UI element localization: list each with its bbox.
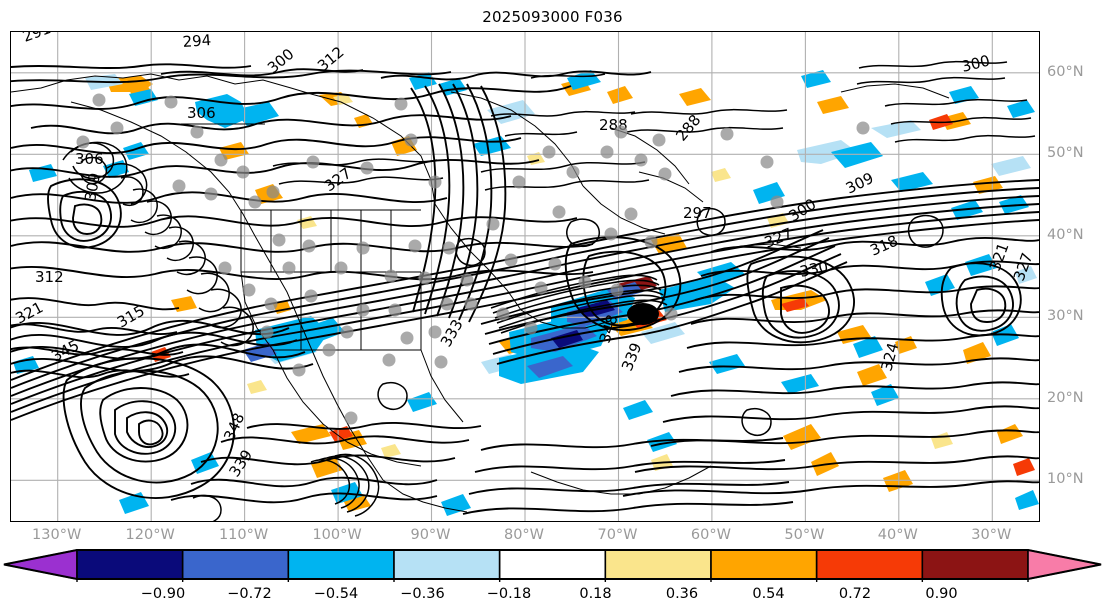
colorbar-tick-label: 0.18 (579, 586, 612, 602)
colorbar-tick-label: −0.36 (400, 586, 445, 602)
page-title: 2025093000 F036 (482, 8, 623, 26)
colorbar-tick-label: 0.54 (752, 586, 785, 602)
colorbar-tick-label: 0.72 (838, 586, 872, 602)
lat-tick-label: 50°N (1047, 145, 1084, 162)
colorbar-swatch (815, 549, 924, 580)
svg-text:309: 309 (843, 169, 877, 198)
lon-tick-label: 110°W (218, 527, 269, 543)
lon-tick-label: 40°W (877, 527, 918, 543)
svg-text:327: 327 (321, 164, 355, 195)
lon-tick-label: 60°W (690, 527, 731, 543)
svg-text:306: 306 (187, 104, 216, 122)
colorbar-tick-label: 0.36 (665, 586, 699, 602)
svg-text:321: 321 (986, 240, 1013, 273)
colorbar[interactable] (0, 548, 1105, 583)
colorbar-swatch (181, 549, 290, 580)
lat-tick-label: 60°N (1047, 63, 1084, 80)
lon-tick-label: 90°W (410, 527, 451, 543)
colorbar-tick-label: −0.54 (313, 586, 359, 602)
lon-tick-label: 130°W (32, 527, 82, 543)
anomaly-shading-layer (13, 70, 1039, 516)
lat-tick-label: 40°N (1047, 226, 1084, 243)
colorbar-tick-label: 0.90 (925, 586, 958, 602)
lon-tick-label: 100°W (312, 527, 362, 543)
colorbar-swatch (76, 549, 184, 580)
map-plot-area[interactable]: .ct { fill:none; stroke:#000; stroke-wid… (10, 31, 1040, 522)
map-svg: .ct { fill:none; stroke:#000; stroke-wid… (11, 32, 1039, 521)
lon-tick-label: 120°W (125, 527, 175, 543)
colorbar-swatch (604, 549, 712, 580)
svg-text:300: 300 (960, 51, 992, 75)
svg-text:294: 294 (182, 32, 212, 51)
svg-text:312: 312 (35, 268, 64, 286)
colorbar-swatch (498, 549, 607, 580)
svg-text:300: 300 (264, 45, 298, 77)
svg-text:339: 339 (618, 340, 645, 373)
lon-tick-label: 70°W (597, 527, 638, 543)
station-dot-layer (76, 93, 870, 425)
lat-tick-label: 10°N (1047, 471, 1084, 488)
colorbar-swatch (921, 549, 1029, 580)
lon-tick-label: 30°W (971, 527, 1012, 543)
lat-tick-label: 30°N (1047, 308, 1084, 325)
lon-tick-label: 50°W (784, 527, 825, 543)
svg-text:309: 309 (81, 171, 104, 202)
colorbar-extend-min (3, 549, 78, 580)
contour-layer (11, 60, 1039, 521)
svg-text:330: 330 (798, 257, 830, 281)
colorbar-extend-max (1027, 549, 1102, 580)
colorbar-tick-label: −0.18 (486, 586, 532, 602)
svg-text:297: 297 (683, 204, 712, 222)
colorbar-swatch (710, 549, 818, 580)
svg-text:306: 306 (75, 150, 104, 168)
colorbar-tick-label: −0.90 (140, 586, 186, 602)
svg-text:291: 291 (20, 32, 53, 46)
lon-tick-label: 80°W (503, 527, 545, 543)
colorbar-svg (3, 549, 1102, 583)
colorbar-swatch (393, 549, 501, 580)
lat-tick-label: 20°N (1047, 389, 1084, 406)
colorbar-tick-label: −0.72 (227, 586, 272, 602)
colorbar-swatch (287, 549, 395, 580)
svg-text:288: 288 (672, 111, 704, 145)
